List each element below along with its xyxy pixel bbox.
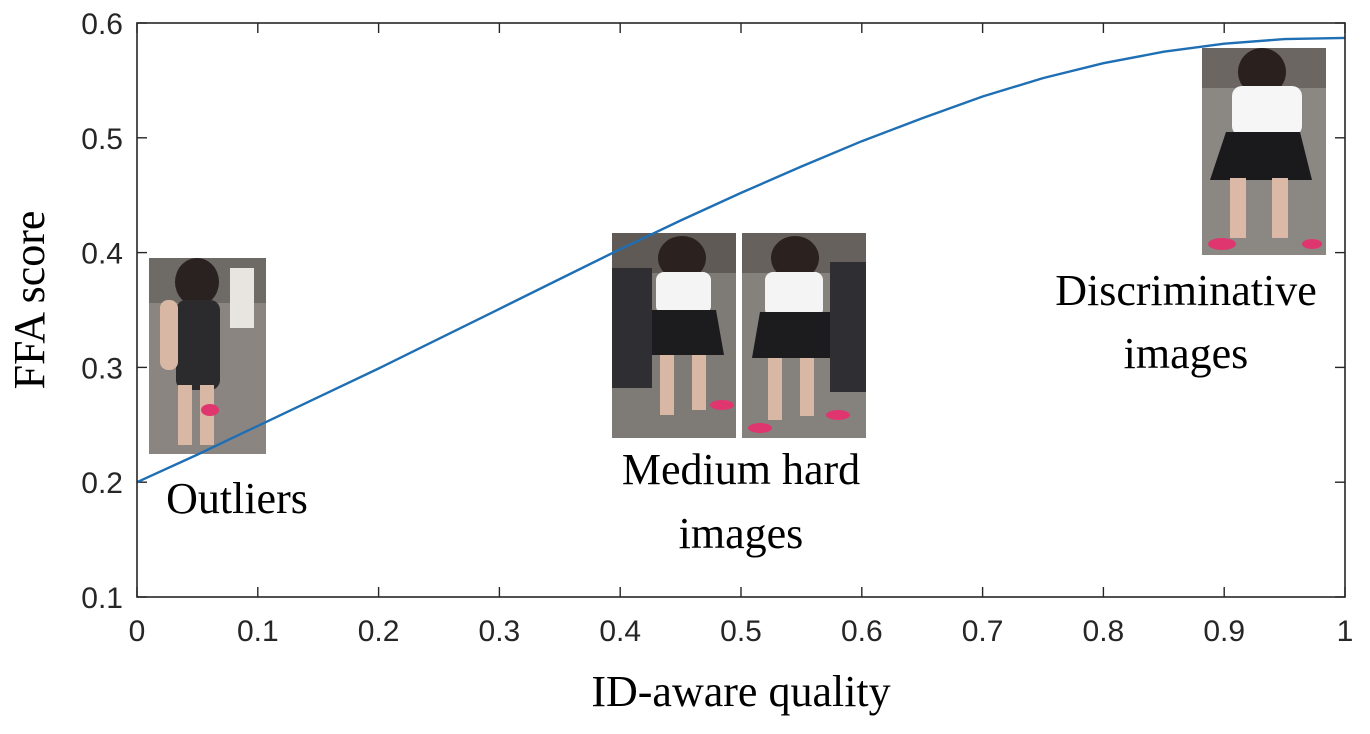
y-axis-title: FFA score — [5, 211, 54, 390]
y-tick-label: 0.2 — [81, 467, 123, 500]
y-tick-label: 0.3 — [81, 352, 123, 385]
medium-hard-image-2 — [742, 233, 866, 438]
discriminative-image — [1202, 48, 1326, 255]
y-tick-label: 0.5 — [81, 123, 123, 156]
x-axis-title: ID-aware quality — [591, 667, 890, 716]
annotation-discriminative-line-2: images — [1124, 329, 1249, 378]
tick-labels: 0 0.1 0.2 0.3 0.4 0.5 0.6 0.7 0.8 0.9 10.10.20.30.… — [81, 8, 1353, 648]
x-tick-label: 0.5 — [720, 615, 762, 648]
x-tick-label: 0.7 — [962, 615, 1004, 648]
x-tick-label: 0.8 — [1083, 615, 1125, 648]
x-tick-label: 0.6 — [841, 615, 883, 648]
x-tick-label: 1 — [1337, 615, 1354, 648]
x-tick-label: 0 — [129, 615, 146, 648]
plot-frame — [136, 22, 1346, 598]
x-tick-label: 0.9 — [1203, 615, 1245, 648]
outlier-image — [149, 258, 266, 454]
annotation-medium-hard-line-1: Medium hard — [622, 445, 860, 494]
x-tick-label: 0.2 — [358, 615, 400, 648]
annotation-outliers: Outliers — [166, 474, 308, 523]
y-tick-label: 0.4 — [81, 238, 123, 271]
y-tick-label: 0.1 — [81, 582, 123, 615]
ffa-score-curve — [136, 36, 1346, 484]
x-tick-label: 0.3 — [479, 615, 521, 648]
x-tick-label: 0.4 — [599, 615, 641, 648]
annotation-medium-hard-line-2: images — [679, 509, 804, 558]
y-tick-label: 0.6 — [81, 8, 123, 41]
plot-area — [137, 23, 1345, 597]
medium-hard-image-1 — [612, 233, 736, 438]
x-tick-label: 0.1 — [237, 615, 279, 648]
annotation-discriminative-line-1: Discriminative — [1055, 266, 1317, 315]
